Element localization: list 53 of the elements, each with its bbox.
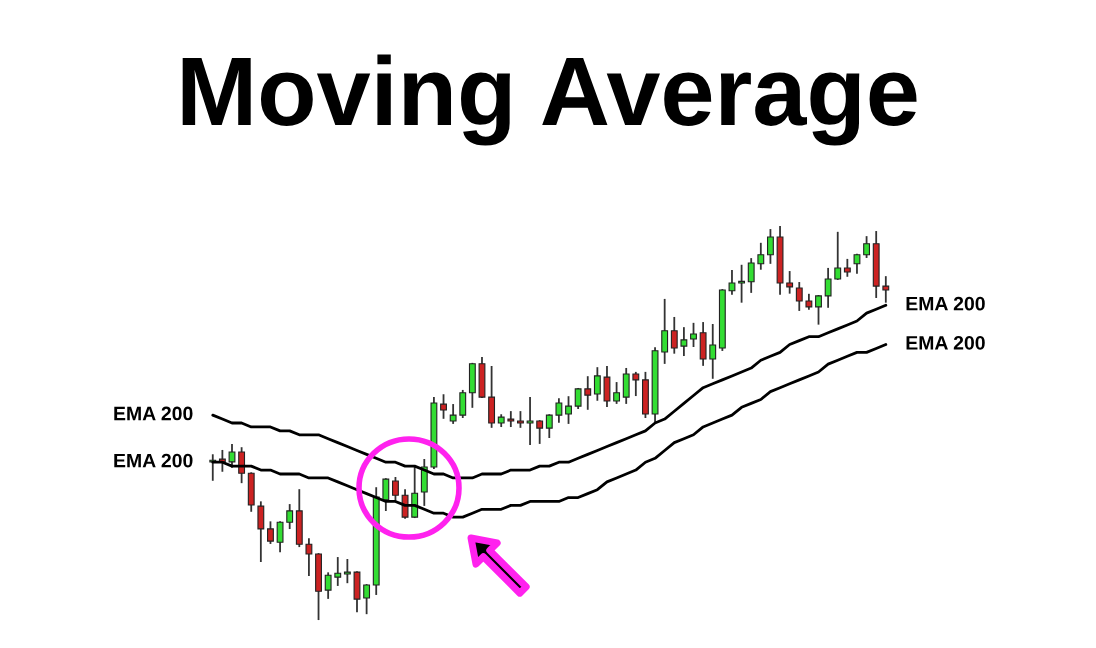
candlestick <box>449 404 457 424</box>
candlestick <box>593 367 601 401</box>
candlestick <box>305 538 313 577</box>
candlestick <box>882 276 890 303</box>
candlestick <box>603 365 611 408</box>
candlestick <box>324 572 332 599</box>
candlestick <box>218 449 226 472</box>
candlestick <box>257 501 265 562</box>
candlestick <box>334 557 342 586</box>
candlestick <box>824 267 832 308</box>
candlestick <box>853 253 861 274</box>
candlestick <box>757 242 765 270</box>
candlestick <box>863 236 871 258</box>
candlestick <box>459 389 467 419</box>
candlestick <box>382 478 390 511</box>
candlestick <box>728 269 736 295</box>
candlestick <box>670 316 678 354</box>
candlestick <box>622 367 630 404</box>
text: EMA 200 <box>906 335 985 350</box>
series-label: EMA 200 <box>114 406 193 421</box>
candlestick <box>267 521 274 544</box>
candlestick <box>661 298 669 364</box>
candlestick <box>815 294 822 325</box>
candlestick <box>584 376 592 410</box>
candlestick <box>545 414 553 439</box>
candlestick <box>228 444 236 468</box>
candlestick <box>795 282 803 311</box>
candlestick <box>440 394 447 419</box>
candlestick <box>738 264 746 303</box>
candlestick <box>507 411 515 428</box>
chart-title: Moving Average <box>182 54 917 146</box>
candlestick <box>276 521 284 553</box>
candlestick <box>555 398 563 423</box>
candlestick <box>680 327 688 357</box>
candlestick <box>690 322 697 348</box>
candlestick <box>392 477 399 501</box>
candlestick <box>632 371 640 397</box>
candlestick <box>565 396 572 424</box>
candlestick <box>613 382 621 404</box>
candlestick <box>786 271 794 294</box>
candlestick <box>766 229 774 264</box>
candlestick <box>536 420 544 444</box>
text: EMA 200 <box>906 296 985 311</box>
candlestick <box>363 584 371 615</box>
candlestick <box>286 504 294 530</box>
candlestick <box>747 258 755 293</box>
candlestick <box>526 396 534 446</box>
candlestick <box>574 387 582 409</box>
candlestick <box>709 324 717 379</box>
candlestick <box>834 231 842 280</box>
series-label: EMA 200 <box>114 453 193 468</box>
candlestick <box>411 466 419 519</box>
candlestick <box>343 559 351 584</box>
